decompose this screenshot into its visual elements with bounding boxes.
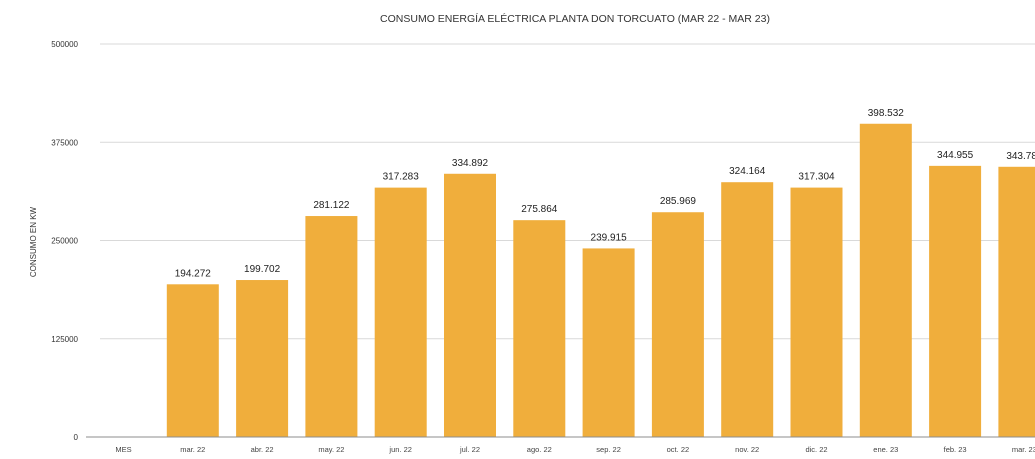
x-tick-label: jun. 22 [388,445,412,454]
x-tick-label: feb. 23 [944,445,967,454]
y-axis-ticks: 0 125000 250000 375000 500000 [51,40,78,442]
y-tick-label: 500000 [51,40,78,49]
x-tick-label: jul. 22 [459,445,480,454]
x-tick-label: sep. 22 [596,445,621,454]
data-label: 281.122 [313,200,350,211]
data-label: 324.164 [729,166,766,177]
y-tick-label: 375000 [51,138,78,147]
y-tick-label: 125000 [51,335,78,344]
bar [374,187,427,437]
bars [166,123,1035,438]
bar [444,173,496,437]
data-label: 275.864 [521,204,558,215]
x-tick-label: ago. 22 [527,445,552,454]
bar [790,187,843,437]
x-tick-label: oct. 22 [667,445,690,454]
data-label: 398.532 [868,108,905,119]
bar [582,248,635,437]
data-label: 344.955 [937,150,974,161]
data-label: 334.892 [452,158,489,169]
bar [305,216,358,437]
data-labels: 194.272 199.702 281.122 317.283 334.892 275.8… [175,108,1035,280]
x-tick-label: MES [115,445,131,454]
bar [998,166,1035,438]
data-label: 317.283 [383,172,420,183]
y-tick-label: 250000 [51,237,78,246]
data-label: 343.784 [1006,151,1035,162]
bar [166,284,219,437]
data-label: 317.304 [798,172,835,183]
bar [929,165,982,438]
data-label: 239.915 [591,232,628,243]
data-label: 194.272 [175,268,212,279]
bar [651,212,704,437]
x-tick-label: mar. 22 [180,445,205,454]
x-tick-label: ene. 23 [873,445,898,454]
x-tick-label: dic. 22 [805,445,827,454]
bar [513,220,566,437]
data-label: 199.702 [244,264,281,275]
bar [721,182,774,437]
y-tick-label: 0 [74,433,79,442]
bar [859,123,912,437]
data-label: 285.969 [660,196,697,207]
chart-title: CONSUMO ENERGÍA ELÉCTRICA PLANTA DON TOR… [380,12,770,25]
y-axis-label: CONSUMO EN KW [29,206,38,277]
x-tick-label: mar. 23 [1012,445,1035,454]
x-tick-label: nov. 22 [735,445,759,454]
bar [236,280,289,437]
x-tick-label: abr. 22 [251,445,274,454]
x-axis-ticks: MES mar. 22 abr. 22 may. 22 jun. 22 jul. 22 ag… [115,445,1035,454]
x-tick-label: may. 22 [318,445,344,454]
